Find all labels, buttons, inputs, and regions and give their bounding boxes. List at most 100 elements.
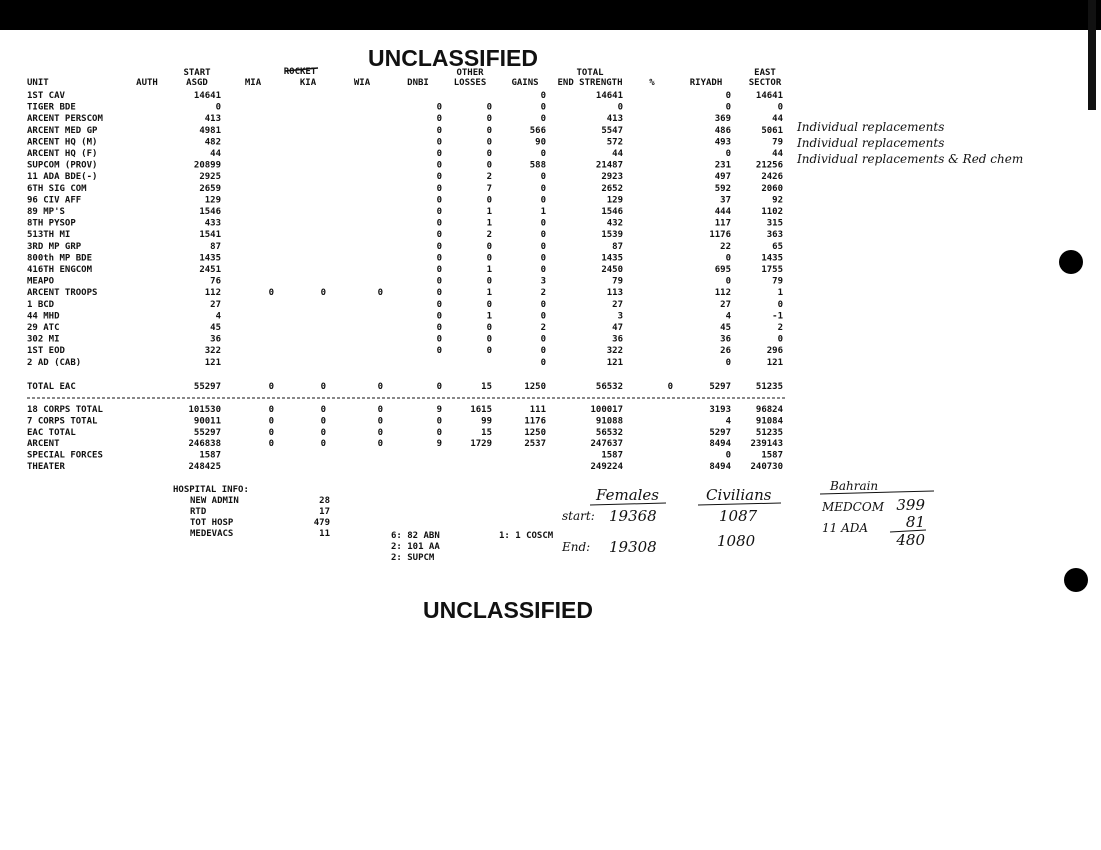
unit-name: 7 CORPS TOTAL [27, 416, 98, 426]
hospital-value: 28 [319, 496, 330, 506]
cell: 0 [487, 195, 492, 205]
cell: 0 [668, 382, 673, 392]
hw-value: 81 [906, 513, 925, 531]
cell: 112 [205, 288, 221, 298]
cell: 0 [487, 242, 492, 252]
cell: 14641 [194, 91, 221, 101]
cell: 2652 [601, 184, 623, 194]
cell: 56532 [596, 428, 623, 438]
cell: 2451 [199, 265, 221, 275]
cell: 45 [210, 323, 221, 333]
cell: 0 [437, 382, 442, 392]
cell: 0 [541, 184, 546, 194]
cell: 0 [541, 91, 546, 101]
cell: 1 [487, 288, 492, 298]
column-header: TOTAL [576, 68, 604, 78]
handwritten-note: Individual replacements [796, 136, 944, 150]
cell: 248425 [188, 462, 221, 472]
cell: 129 [205, 195, 221, 205]
cell: 1176 [524, 416, 546, 426]
hospital-label: RTD [190, 507, 207, 517]
cell: 0 [321, 382, 326, 392]
cell: 2450 [601, 265, 623, 275]
cell: 121 [767, 358, 783, 368]
cell: 1541 [199, 230, 221, 240]
cell: 0 [269, 416, 274, 426]
cell: 56532 [596, 382, 623, 392]
cell: 0 [541, 358, 546, 368]
cell: 26 [720, 346, 731, 356]
cell: 0 [541, 242, 546, 252]
cell: 493 [715, 137, 731, 147]
underline [819, 490, 935, 495]
cell: 44 [772, 114, 783, 124]
cell: 5061 [761, 126, 783, 136]
cell: 0 [437, 253, 442, 263]
cell: 87 [210, 242, 221, 252]
cell: 0 [726, 103, 731, 113]
cell: 0 [618, 103, 623, 113]
underline [589, 502, 667, 506]
title: UNCLASSIFIED [368, 45, 538, 71]
hospital-label: MEDEVACS [190, 529, 233, 539]
cell: 1546 [199, 207, 221, 217]
cell: 432 [607, 219, 623, 229]
cell: 99 [481, 416, 492, 426]
cell: 1435 [601, 253, 623, 263]
cell: 1615 [470, 405, 492, 415]
cell: 0 [437, 184, 442, 194]
cell: 0 [487, 253, 492, 263]
cell: 92 [772, 195, 783, 205]
cell: 1102 [761, 207, 783, 217]
cell: 296 [767, 346, 783, 356]
cell: 1435 [199, 253, 221, 263]
medevac-unit: 1: 1 COSCM [499, 531, 554, 541]
cell: 91084 [756, 416, 784, 426]
medevac-unit: 2: SUPCM [391, 553, 435, 563]
column-header: EAST [754, 68, 776, 78]
cell: 0 [437, 323, 442, 333]
cell: 315 [767, 219, 783, 229]
column-header: START [183, 68, 211, 78]
cell: 0 [541, 311, 546, 321]
column-header: AUTH [136, 78, 158, 88]
cell: 2 [541, 288, 546, 298]
cell: 0 [778, 300, 783, 310]
hospital-label: TOT HOSP [190, 518, 234, 528]
cell: 0 [269, 382, 274, 392]
cell: 1587 [199, 451, 221, 461]
cell: 14641 [596, 91, 623, 101]
unit-name: 18 CORPS TOTAL [27, 405, 103, 415]
handwritten-note: Individual replacements [796, 120, 944, 134]
cell: 1 [778, 288, 783, 298]
cell: 0 [437, 300, 442, 310]
column-header: GAINS [511, 78, 538, 88]
cell: 0 [437, 103, 442, 113]
cell: 240730 [750, 462, 783, 472]
cell: 0 [541, 346, 546, 356]
cell: 22 [720, 242, 731, 252]
cell: 433 [205, 219, 221, 229]
cell: 36 [210, 335, 221, 345]
cell: 0 [437, 126, 442, 136]
unit-name: ARCENT HQ (F) [27, 149, 97, 159]
unit-name: THEATER [27, 462, 66, 472]
cell: 121 [205, 358, 221, 368]
cell: 0 [726, 277, 731, 287]
cell: 0 [378, 405, 383, 415]
cell: 0 [437, 195, 442, 205]
cell: 91088 [596, 416, 623, 426]
cell: 0 [541, 300, 546, 310]
cell: 36 [720, 335, 731, 345]
unit-name: 513TH MI [27, 230, 70, 240]
cell: 413 [607, 114, 623, 124]
cell: 9 [437, 439, 442, 449]
hw-label: MEDCOM [821, 500, 885, 514]
cell: 0 [541, 195, 546, 205]
cell: 0 [437, 311, 442, 321]
unit-name: ARCENT TROOPS [27, 288, 97, 298]
column-header: % [649, 78, 655, 88]
cell: 369 [715, 114, 731, 124]
cell: 0 [726, 358, 731, 368]
